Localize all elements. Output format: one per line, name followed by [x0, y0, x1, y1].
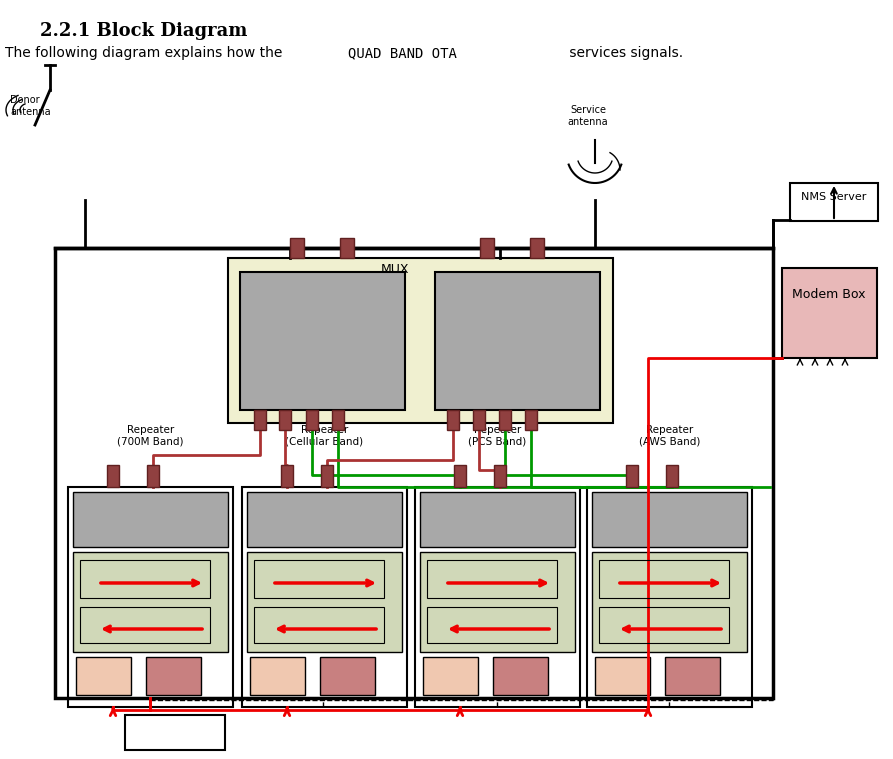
Text: 4-plexer: 4-plexer: [294, 313, 350, 327]
Bar: [247, 492, 402, 547]
Bar: [242, 487, 407, 707]
Bar: [447, 410, 459, 430]
Bar: [125, 715, 225, 750]
Text: MCU: MCU: [680, 665, 705, 675]
Text: Service
antenna: Service antenna: [568, 105, 608, 127]
Text: UL: UL: [84, 611, 96, 620]
Bar: [790, 183, 878, 221]
Bar: [427, 560, 557, 598]
Bar: [76, 657, 131, 695]
Bar: [599, 607, 729, 643]
Bar: [592, 552, 747, 652]
Text: QUAD BAND OTA: QUAD BAND OTA: [348, 46, 457, 60]
Text: services signals.: services signals.: [565, 46, 683, 60]
Text: PSU: PSU: [93, 665, 114, 675]
Bar: [626, 465, 638, 487]
Bar: [281, 465, 293, 487]
Bar: [340, 238, 354, 258]
Bar: [254, 410, 266, 430]
Bar: [228, 258, 613, 423]
Bar: [423, 657, 478, 695]
Bar: [68, 487, 233, 707]
Text: MCU: MCU: [508, 665, 533, 675]
Bar: [254, 607, 384, 643]
Bar: [493, 657, 548, 695]
Bar: [290, 238, 304, 258]
Bar: [73, 552, 228, 652]
Bar: [587, 487, 752, 707]
Text: The following diagram explains how the: The following diagram explains how the: [5, 46, 287, 60]
Bar: [592, 492, 747, 547]
Text: AC Power: AC Power: [146, 718, 204, 731]
Bar: [494, 465, 506, 487]
Bar: [306, 410, 318, 430]
Text: UL: UL: [258, 611, 270, 620]
Text: DL: DL: [431, 564, 443, 573]
Bar: [321, 465, 333, 487]
Text: UL: UL: [431, 611, 443, 620]
Text: Repeater
(700M Band): Repeater (700M Band): [117, 425, 184, 447]
Text: Donor
antenna: Donor antenna: [10, 95, 51, 117]
Text: Repeater
(Cellular Band): Repeater (Cellular Band): [286, 425, 363, 447]
Text: Duplexer: Duplexer: [643, 495, 697, 508]
Text: Modem Box: Modem Box: [792, 288, 865, 301]
Bar: [147, 465, 159, 487]
Bar: [73, 492, 228, 547]
Bar: [332, 410, 344, 430]
Bar: [240, 272, 405, 410]
Bar: [665, 657, 720, 695]
Bar: [666, 465, 678, 487]
Bar: [320, 657, 375, 695]
Bar: [435, 272, 600, 410]
Bar: [530, 238, 544, 258]
Bar: [420, 492, 575, 547]
Text: PSU: PSU: [612, 665, 633, 675]
Text: DL: DL: [258, 564, 270, 573]
Bar: [595, 657, 650, 695]
Bar: [499, 410, 511, 430]
Bar: [599, 560, 729, 598]
Text: MCU: MCU: [335, 665, 360, 675]
Text: Duplexer: Duplexer: [297, 495, 351, 508]
Text: Duplexer: Duplexer: [471, 495, 524, 508]
Bar: [420, 552, 575, 652]
Text: NMS Server: NMS Server: [801, 192, 867, 202]
Text: PSU: PSU: [266, 665, 288, 675]
Text: Repeater
(AWS Band): Repeater (AWS Band): [638, 425, 700, 447]
Text: Duplexer: Duplexer: [124, 495, 177, 508]
Text: DL: DL: [84, 564, 96, 573]
Bar: [247, 552, 402, 652]
Bar: [80, 560, 210, 598]
Bar: [80, 607, 210, 643]
Bar: [454, 465, 466, 487]
Text: MUX: MUX: [380, 263, 409, 276]
Bar: [427, 607, 557, 643]
Bar: [250, 657, 305, 695]
Text: UL: UL: [603, 611, 614, 620]
Bar: [473, 410, 485, 430]
Text: MCU: MCU: [161, 665, 187, 675]
Text: PSU: PSU: [439, 665, 462, 675]
Text: 4-plexer: 4-plexer: [488, 313, 546, 327]
Bar: [254, 560, 384, 598]
Bar: [525, 410, 537, 430]
Bar: [146, 657, 201, 695]
Bar: [415, 487, 580, 707]
Bar: [782, 268, 877, 358]
Bar: [480, 238, 494, 258]
Text: 2.2.1 Block Diagram: 2.2.1 Block Diagram: [40, 22, 247, 40]
Text: Repeater
(PCS Band): Repeater (PCS Band): [468, 425, 527, 447]
Text: DL: DL: [603, 564, 615, 573]
Bar: [107, 465, 119, 487]
Bar: [55, 248, 773, 698]
Bar: [279, 410, 291, 430]
